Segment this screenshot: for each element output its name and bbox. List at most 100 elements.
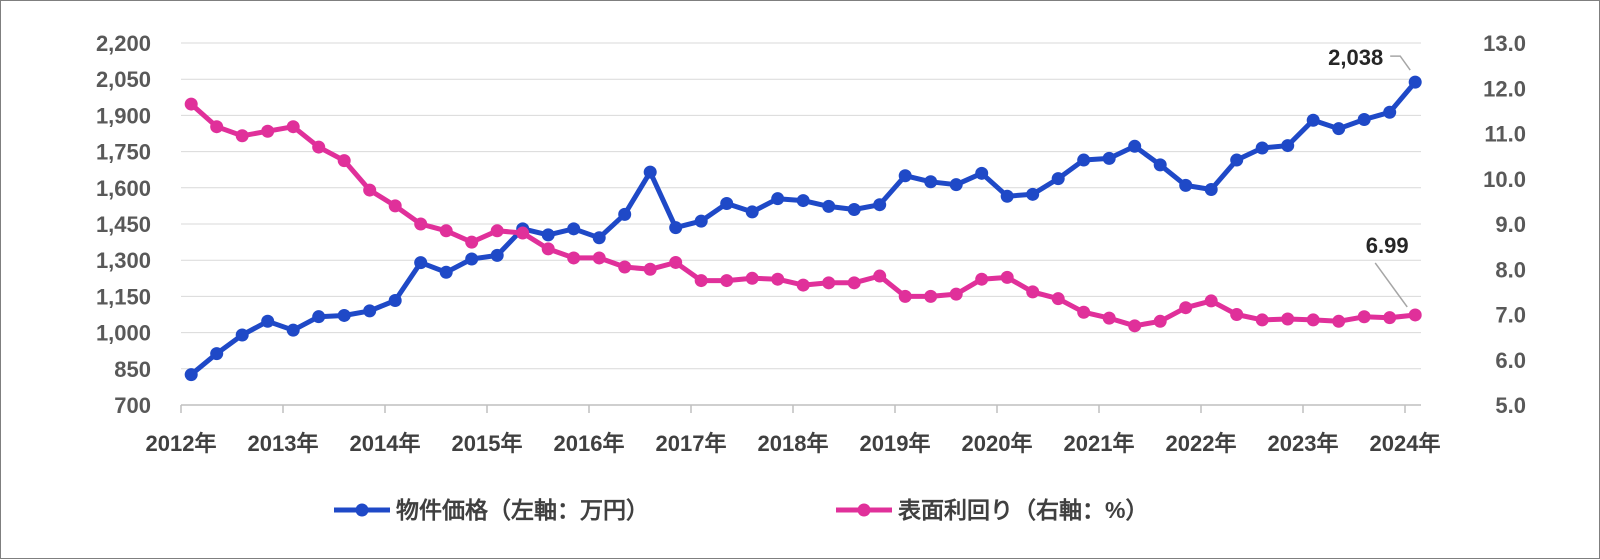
data-point bbox=[490, 224, 504, 238]
data-point bbox=[388, 294, 402, 308]
x-tick-label: 2020年 bbox=[962, 431, 1033, 456]
data-point bbox=[1026, 285, 1040, 299]
x-tick-label: 2024年 bbox=[1370, 431, 1441, 456]
left-tick-label: 1,300 bbox=[96, 248, 151, 273]
x-tick-label: 2019年 bbox=[860, 431, 931, 456]
data-point bbox=[414, 256, 428, 270]
data-point bbox=[414, 217, 428, 231]
data-point bbox=[924, 289, 938, 303]
data-point bbox=[210, 120, 224, 134]
left-tick-label: 1,000 bbox=[96, 321, 151, 346]
data-point bbox=[1408, 308, 1422, 322]
data-point bbox=[1153, 314, 1167, 328]
data-point bbox=[567, 251, 581, 265]
data-point bbox=[235, 328, 249, 342]
data-point bbox=[643, 262, 657, 276]
data-point bbox=[1204, 294, 1218, 308]
data-point bbox=[949, 178, 963, 192]
legend-item: 表面利回り（右軸：%） bbox=[836, 497, 1148, 523]
data-point bbox=[1255, 141, 1269, 155]
legend-swatch-marker bbox=[355, 503, 369, 517]
right-tick-label: 7.0 bbox=[1495, 303, 1526, 328]
series-gross-yield bbox=[184, 97, 1422, 333]
right-tick-label: 6.0 bbox=[1495, 348, 1526, 373]
data-point bbox=[745, 205, 759, 219]
data-point bbox=[1077, 305, 1091, 319]
data-point bbox=[949, 287, 963, 301]
data-point bbox=[796, 194, 810, 208]
data-point bbox=[1230, 153, 1244, 167]
data-point bbox=[694, 214, 708, 228]
left-tick-label: 700 bbox=[114, 393, 151, 418]
x-tick-label: 2022年 bbox=[1166, 431, 1237, 456]
data-point bbox=[312, 310, 326, 324]
data-point bbox=[771, 272, 785, 286]
data-point bbox=[618, 207, 632, 221]
data-point bbox=[490, 248, 504, 262]
right-tick-label: 8.0 bbox=[1495, 257, 1526, 282]
data-point bbox=[1357, 310, 1371, 324]
data-point bbox=[873, 269, 887, 283]
left-tick-label: 1,450 bbox=[96, 212, 151, 237]
x-tick-label: 2016年 bbox=[554, 431, 625, 456]
data-point bbox=[1102, 151, 1116, 165]
data-point bbox=[337, 308, 351, 322]
legend-label: 物件価格（左軸：万円） bbox=[396, 497, 649, 523]
left-tick-label: 2,200 bbox=[96, 31, 151, 56]
data-point bbox=[439, 224, 453, 238]
data-point bbox=[822, 276, 836, 290]
right-tick-label: 13.0 bbox=[1483, 31, 1526, 56]
data-point bbox=[261, 124, 275, 138]
right-axis-ticks: 5.0 6.0 7.0 8.0 9.0 10.0 11.0 12.0 13.0 bbox=[1483, 31, 1526, 418]
data-point bbox=[312, 140, 326, 154]
x-tick-label: 2018年 bbox=[758, 431, 829, 456]
data-point bbox=[898, 169, 912, 183]
callout-leader bbox=[1374, 262, 1408, 308]
data-point bbox=[567, 222, 581, 236]
data-point bbox=[1179, 178, 1193, 192]
data-point bbox=[439, 265, 453, 279]
data-point bbox=[847, 203, 861, 217]
x-tick-label: 2014年 bbox=[350, 431, 421, 456]
data-point bbox=[465, 252, 479, 266]
x-tick-label: 2017年 bbox=[656, 431, 727, 456]
legend-item: 物件価格（左軸：万円） bbox=[334, 497, 649, 523]
data-point bbox=[847, 276, 861, 290]
data-point bbox=[1102, 311, 1116, 325]
data-point bbox=[541, 228, 555, 242]
data-point bbox=[1332, 122, 1346, 136]
data-point bbox=[822, 199, 836, 213]
data-point bbox=[184, 368, 198, 382]
data-point bbox=[771, 192, 785, 206]
data-point bbox=[643, 165, 657, 179]
axes bbox=[180, 404, 1421, 413]
data-point bbox=[720, 274, 734, 288]
data-point bbox=[1000, 189, 1014, 203]
data-point bbox=[1383, 105, 1397, 119]
data-point bbox=[975, 272, 989, 286]
legend-swatch-marker bbox=[857, 503, 871, 517]
data-point bbox=[363, 183, 377, 197]
data-point bbox=[1383, 311, 1397, 325]
data-point bbox=[1153, 158, 1167, 172]
legend: 物件価格（左軸：万円） 表面利回り（右軸：%） bbox=[334, 497, 1148, 523]
data-label: 6.99 bbox=[1366, 233, 1409, 258]
data-point bbox=[210, 347, 224, 361]
data-point bbox=[694, 274, 708, 288]
legend-label: 表面利回り（右軸：%） bbox=[898, 497, 1148, 523]
left-tick-label: 1,750 bbox=[96, 140, 151, 165]
x-tick-label: 2021年 bbox=[1064, 431, 1135, 456]
data-point bbox=[235, 129, 249, 143]
data-label: 2,038 bbox=[1328, 45, 1383, 70]
data-point bbox=[1000, 270, 1014, 284]
data-point bbox=[592, 231, 606, 245]
data-point bbox=[1281, 139, 1295, 153]
right-tick-label: 9.0 bbox=[1495, 212, 1526, 237]
x-tick-label: 2012年 bbox=[146, 431, 217, 456]
right-tick-label: 12.0 bbox=[1483, 76, 1526, 101]
data-point bbox=[541, 242, 555, 256]
series-property-price bbox=[184, 75, 1422, 382]
annotations: 2,038 6.99 bbox=[1328, 45, 1411, 308]
series-line bbox=[189, 80, 1418, 377]
